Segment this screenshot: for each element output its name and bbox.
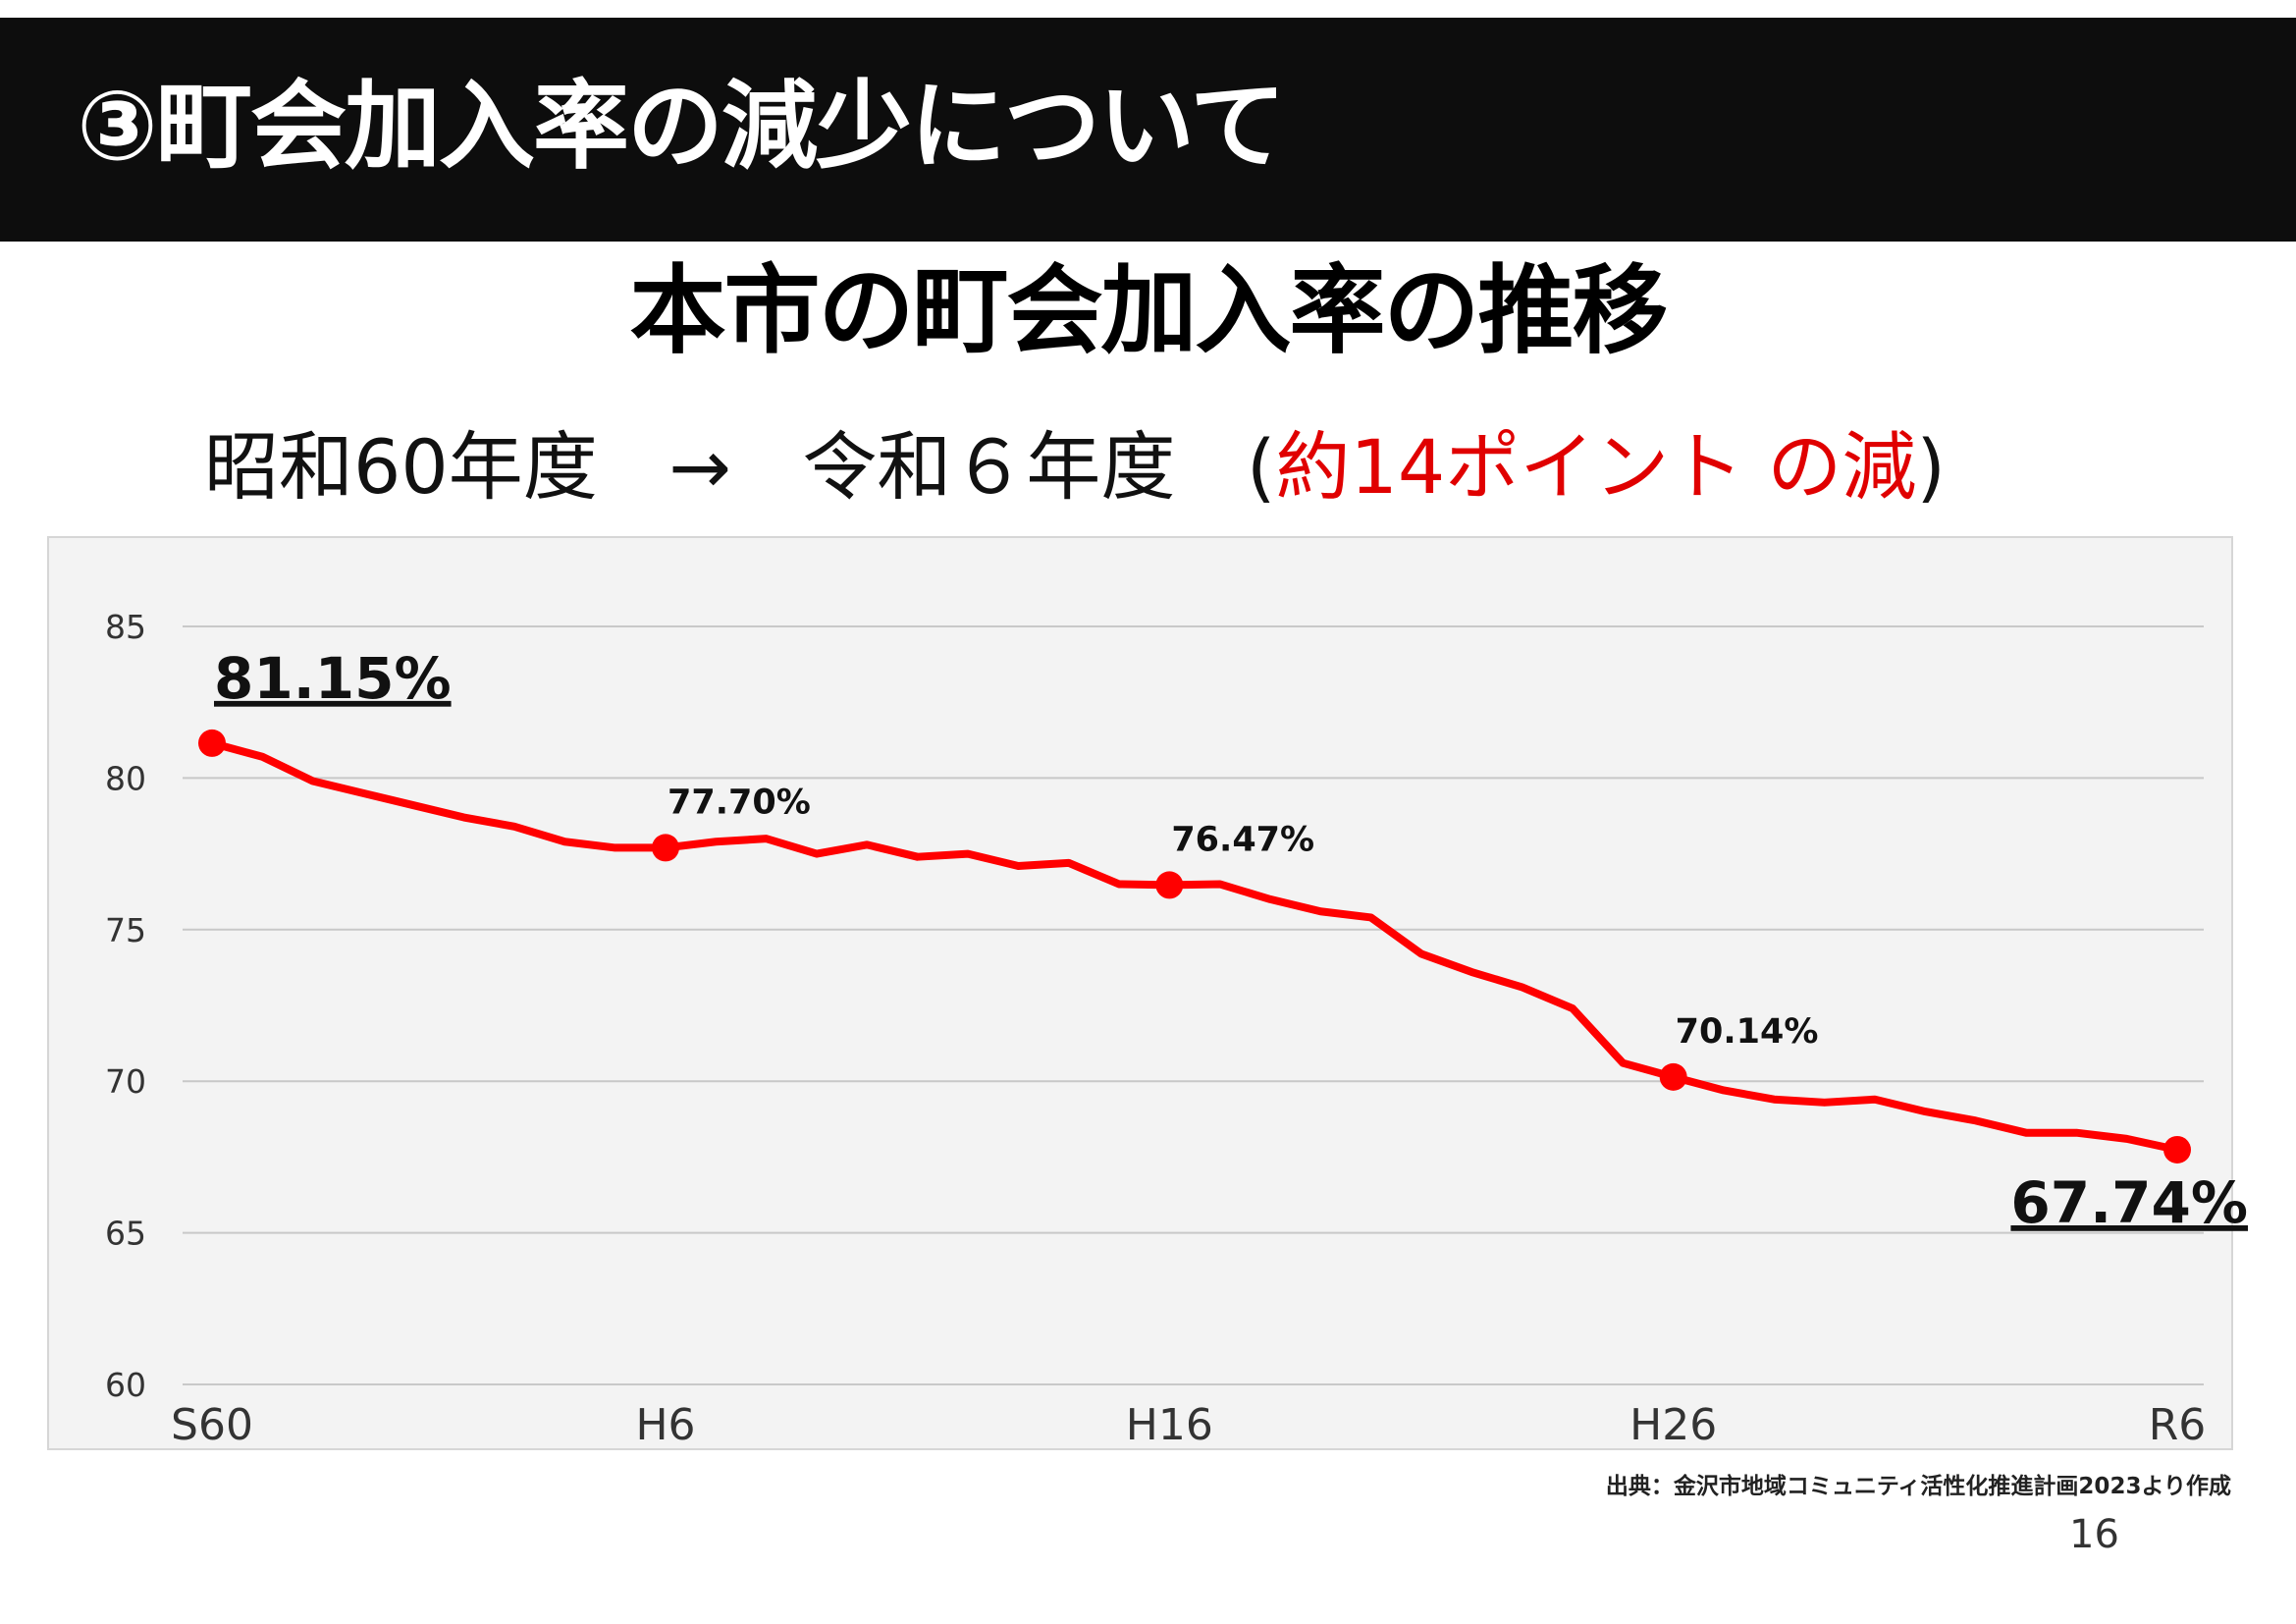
comparison-line: 昭和60年度 → 令和６年度 (約14ポイント の減) xyxy=(204,430,1946,505)
x-tick-label: H26 xyxy=(1629,1400,1717,1450)
data-label: 77.70% xyxy=(667,783,811,822)
data-point-marker xyxy=(198,729,226,757)
from-period: 昭和60年度 xyxy=(204,423,598,511)
data-label: 76.47% xyxy=(1171,820,1314,859)
close-paren: ) xyxy=(1916,423,1947,511)
data-point-marker xyxy=(652,834,679,862)
x-tick-label: S60 xyxy=(171,1400,253,1450)
chart-subtitle: 本市の町会加入率の推移 xyxy=(629,255,1668,367)
data-point-marker xyxy=(1659,1062,1687,1091)
header-bar: ③町会加入率の減少について xyxy=(0,18,2296,242)
data-point-marker xyxy=(2163,1135,2191,1164)
x-tick-label: R6 xyxy=(2149,1400,2207,1450)
y-tick-label: 85 xyxy=(105,608,146,646)
y-tick-label: 65 xyxy=(105,1215,146,1253)
x-tick-label: H6 xyxy=(635,1400,695,1450)
x-tick-label: H16 xyxy=(1126,1400,1213,1450)
to-period: 令和６年度 xyxy=(802,423,1176,511)
open-paren: ( xyxy=(1246,423,1276,511)
arrow: → xyxy=(668,423,731,511)
y-tick-label: 80 xyxy=(105,759,146,797)
y-tick-label: 70 xyxy=(105,1062,146,1101)
chart-area xyxy=(47,536,2233,1450)
data-point-marker xyxy=(1155,871,1184,899)
data-label: 67.74% xyxy=(2010,1169,2248,1236)
series-line xyxy=(210,739,2178,1154)
y-tick-label: 75 xyxy=(105,911,146,949)
data-label: 70.14% xyxy=(1676,1012,1819,1052)
page-number: 16 xyxy=(2069,1512,2119,1557)
data-label: 81.15% xyxy=(214,645,452,712)
slide-title: ③町会加入率の減少について xyxy=(77,71,1286,183)
change-text: 約14ポイント の減 xyxy=(1275,423,1917,511)
source-note: 出典：金沢市地域コミュニティ活性化推進計画2023より作成 xyxy=(1605,1474,2231,1499)
y-tick-label: 60 xyxy=(105,1366,146,1404)
